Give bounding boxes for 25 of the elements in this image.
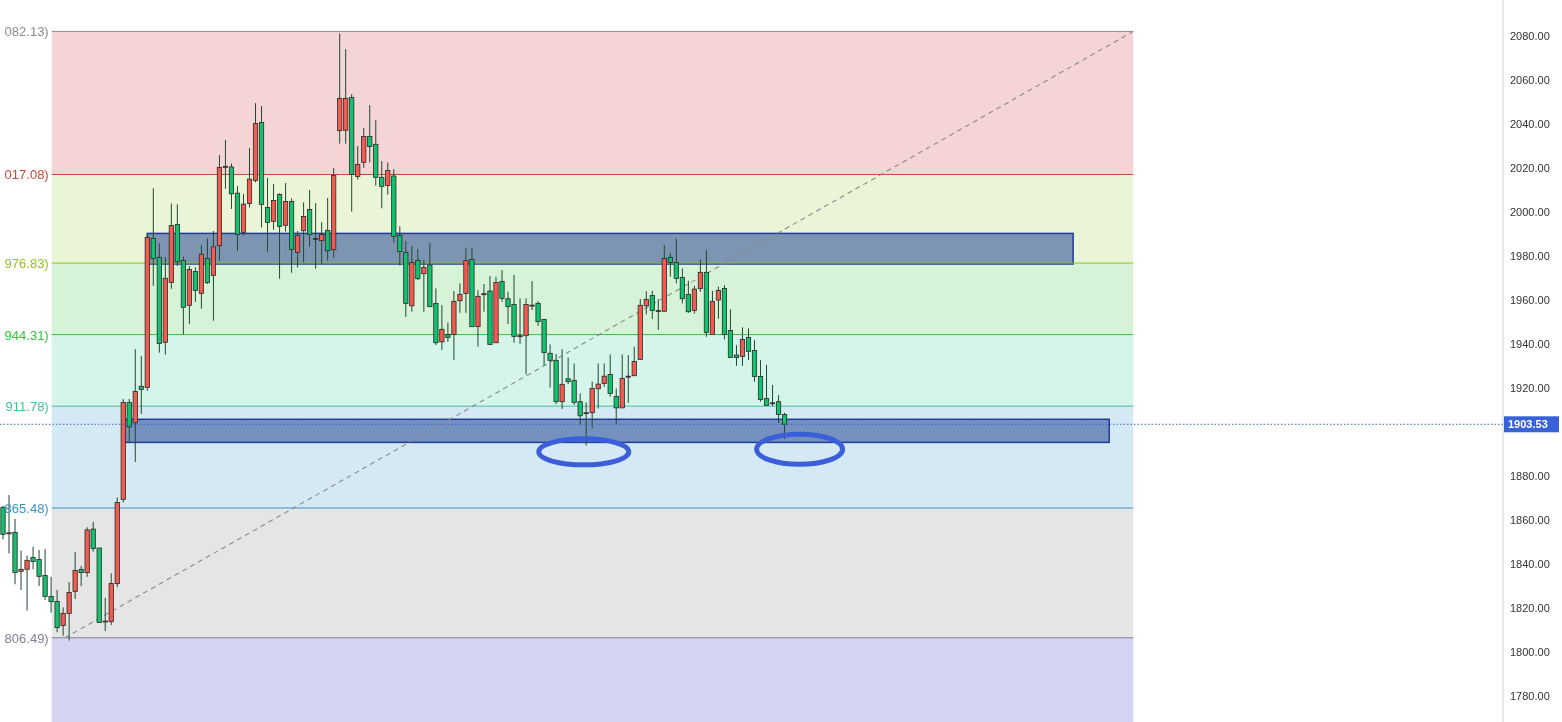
y-tick-label: 2080.00	[1510, 30, 1550, 43]
annotation: 911.78)	[5, 399, 49, 415]
candlestick	[631, 346, 637, 377]
ref-line-label: 1903.53	[1508, 418, 1548, 431]
y-tick-label: 1980.00	[1510, 250, 1550, 263]
y-tick-label: 1940.00	[1510, 338, 1550, 351]
y-tick-label: 2000.00	[1510, 206, 1550, 219]
y-tick-label: 1920.00	[1510, 382, 1550, 395]
annotation: 944.31)	[4, 327, 49, 343]
annotation: 082.13)	[4, 24, 49, 40]
y-tick-label: 1800.00	[1510, 646, 1550, 659]
y-tick-label: 1840.00	[1510, 558, 1550, 571]
candlestick	[457, 282, 463, 314]
annotation: 976.83)	[4, 256, 49, 272]
y-tick-label: 2040.00	[1510, 118, 1550, 131]
y-tick-label: 1880.00	[1510, 470, 1550, 483]
y-tick-label: 1960.00	[1510, 294, 1550, 307]
annotation: 017.08)	[4, 167, 49, 183]
candlestick	[625, 354, 631, 404]
y-tick-label: 1780.00	[1510, 690, 1550, 703]
y-tick-label: 2020.00	[1510, 162, 1550, 175]
y-tick-label: 2060.00	[1510, 74, 1550, 87]
y-tick-label: 1820.00	[1510, 602, 1550, 615]
y-tick-label: 1860.00	[1510, 514, 1550, 527]
annotation: 806.49)	[4, 630, 49, 646]
